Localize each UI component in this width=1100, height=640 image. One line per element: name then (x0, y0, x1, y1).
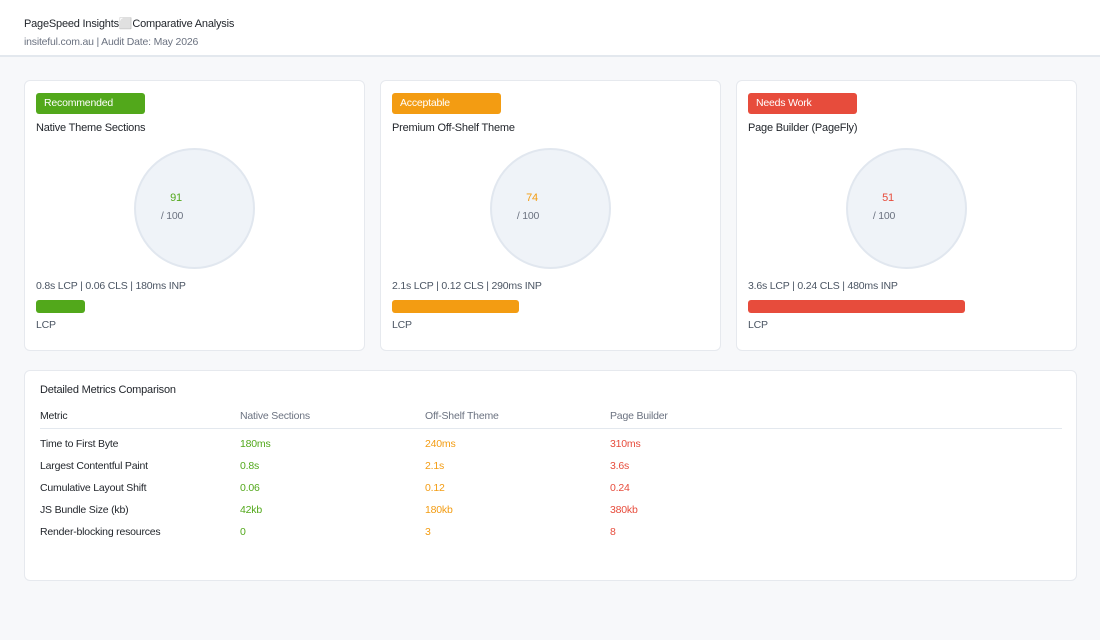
page-title: PageSpeed Insights⬜Comparative Analysis (24, 18, 235, 30)
header-divider (40, 428, 1062, 429)
column-header-pagebuilder: Page Builder (610, 410, 668, 422)
card-title: Page Builder (PageFly) (748, 122, 858, 134)
metric-name: JS Bundle Size (kb) (40, 504, 129, 516)
pagebuilder-value: 310ms (610, 438, 641, 450)
column-header-metric: Metric (40, 410, 68, 422)
status-badge: Needs Work (748, 93, 857, 114)
column-header-offshelf: Off-Shelf Theme (425, 410, 499, 422)
metrics-comparison-table: Detailed Metrics Comparison Metric Nativ… (24, 370, 1077, 581)
score-value: 91 (170, 192, 182, 204)
metric-name: Render-blocking resources (40, 526, 161, 538)
native-value: 0 (240, 526, 246, 538)
score-card-offshelf: Acceptable Premium Off-Shelf Theme 74 / … (380, 80, 721, 351)
bar-label: LCP (748, 319, 768, 331)
table-row: JS Bundle Size (kb) 42kb 180kb 380kb (25, 504, 1076, 522)
card-title: Premium Off-Shelf Theme (392, 122, 515, 134)
status-badge: Acceptable (392, 93, 501, 114)
pagebuilder-value: 380kb (610, 504, 638, 516)
table-title: Detailed Metrics Comparison (40, 384, 176, 396)
score-value: 51 (882, 192, 894, 204)
native-value: 180ms (240, 438, 271, 450)
offshelf-value: 2.1s (425, 460, 445, 472)
table-row: Cumulative Layout Shift 0.06 0.12 0.24 (25, 482, 1076, 500)
pagebuilder-value: 8 (610, 526, 616, 538)
column-header-native: Native Sections (240, 410, 310, 422)
score-gauge: 74 / 100 (490, 148, 611, 269)
lcp-bar (36, 300, 85, 313)
page-header: PageSpeed Insights⬜Comparative Analysis … (0, 0, 1100, 57)
score-value: 74 (526, 192, 538, 204)
bar-label: LCP (392, 319, 412, 331)
bar-label: LCP (36, 319, 56, 331)
metric-name: Largest Contentful Paint (40, 460, 148, 472)
offshelf-value: 240ms (425, 438, 456, 450)
native-value: 42kb (240, 504, 262, 516)
native-value: 0.06 (240, 482, 260, 494)
offshelf-value: 3 (425, 526, 431, 538)
metrics-summary: 2.1s LCP | 0.12 CLS | 290ms INP (392, 280, 542, 292)
table-row: Largest Contentful Paint 0.8s 2.1s 3.6s (25, 460, 1076, 478)
lcp-bar (748, 300, 965, 313)
metrics-summary: 0.8s LCP | 0.06 CLS | 180ms INP (36, 280, 186, 292)
lcp-bar (392, 300, 519, 313)
native-value: 0.8s (240, 460, 260, 472)
score-card-native: Recommended Native Theme Sections 91 / 1… (24, 80, 365, 351)
metric-name: Cumulative Layout Shift (40, 482, 147, 494)
score-max: / 100 (872, 210, 896, 222)
card-title: Native Theme Sections (36, 122, 146, 134)
pagebuilder-value: 3.6s (610, 460, 630, 472)
metrics-summary: 3.6s LCP | 0.24 CLS | 480ms INP (748, 280, 898, 292)
offshelf-value: 180kb (425, 504, 453, 516)
page-subtitle: insiteful.com.au | Audit Date: May 2026 (24, 36, 199, 48)
score-max: / 100 (516, 210, 540, 222)
score-gauge: 91 / 100 (134, 148, 255, 269)
pagebuilder-value: 0.24 (610, 482, 630, 494)
score-gauge: 51 / 100 (846, 148, 967, 269)
metric-name: Time to First Byte (40, 438, 119, 450)
status-badge: Recommended (36, 93, 145, 114)
table-row: Render-blocking resources 0 3 8 (25, 526, 1076, 544)
offshelf-value: 0.12 (425, 482, 445, 494)
score-card-pagebuilder: Needs Work Page Builder (PageFly) 51 / 1… (736, 80, 1077, 351)
table-row: Time to First Byte 180ms 240ms 310ms (25, 438, 1076, 456)
score-max: / 100 (160, 210, 184, 222)
